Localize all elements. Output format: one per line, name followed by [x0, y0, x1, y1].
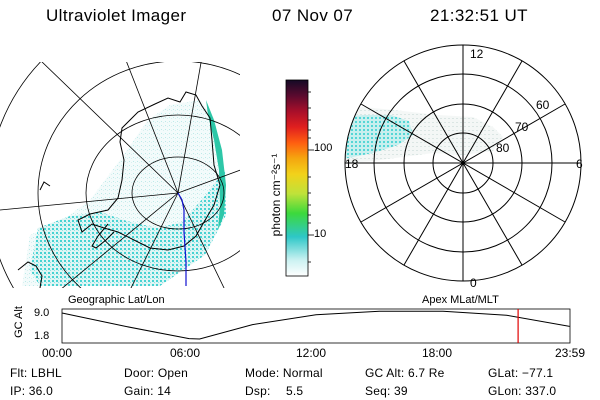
south-america-outline: [17, 261, 43, 288]
seq-info: Seq: 39: [365, 384, 408, 398]
gc-alt-info: GC Alt: 6.7 Re: [365, 366, 445, 380]
mlat-label-70: 70: [515, 120, 529, 134]
gain-info: Gain: 14: [124, 384, 171, 398]
mode-info: Mode: Normal: [245, 366, 323, 380]
dsp-info-key: Dsp:: [245, 384, 271, 398]
timeline-xtick-2359: 23:59: [555, 346, 586, 360]
mlt-label-6: 6: [576, 157, 583, 171]
timeline-y-label: GC Alt: [13, 306, 25, 338]
timeline-xtick-0000: 00:00: [42, 346, 73, 360]
mlt-label-0: 0: [470, 276, 477, 290]
glon-info: GLon: 337.0: [488, 384, 557, 398]
antarctica-outline: [77, 91, 221, 251]
instrument-title: Ultraviolet Imager: [46, 6, 187, 25]
colorbar-unit-label: photon cm⁻²s⁻¹: [269, 153, 283, 237]
mlat-label-60: 60: [536, 98, 550, 112]
timeline-ytick-top: 9.0: [34, 307, 50, 319]
filter-info: Flt: LBHL: [10, 366, 62, 380]
geo-aurora-band: [30, 170, 226, 286]
timeline-xtick-1800: 18:00: [422, 346, 453, 360]
polar-panel-label: Apex MLat/MLT: [422, 294, 499, 306]
header-time: 21:32:51 UT: [430, 6, 528, 25]
timeline-ytick-bottom: 1.8: [34, 330, 50, 342]
colorbar-tick-100: 100: [314, 142, 333, 154]
altitude-curve: [61, 310, 570, 340]
satellite-ground-track: [177, 192, 187, 286]
dsp-info-value: 5.5: [286, 384, 304, 398]
timeline-xtick-1200: 12:00: [296, 346, 327, 360]
colorbar-tick-10: 10: [314, 228, 327, 240]
glat-info: GLat: −77.1: [488, 366, 554, 380]
colorbar: [285, 79, 314, 277]
mlat-label-80: 80: [496, 141, 510, 155]
mlt-label-12: 12: [470, 47, 484, 61]
mlt-label-18: 18: [345, 157, 359, 171]
ip-info: IP: 36.0: [10, 384, 53, 398]
geo-aurora-arc: [206, 100, 226, 230]
polar-mlt-panel: [344, 44, 582, 282]
timeline-frame: [61, 308, 571, 344]
peninsula-fragment: [91, 223, 115, 249]
timeline-xtick-0600: 06:00: [170, 346, 201, 360]
geographic-panel-label: Geographic Lat/Lon: [68, 294, 165, 306]
africa-fragment: [39, 181, 51, 191]
orbit-altitude-timeline: [61, 308, 571, 344]
header-date: 07 Nov 07: [272, 6, 354, 25]
door-info: Door: Open: [124, 366, 189, 380]
geographic-map-panel: [0, 62, 240, 288]
